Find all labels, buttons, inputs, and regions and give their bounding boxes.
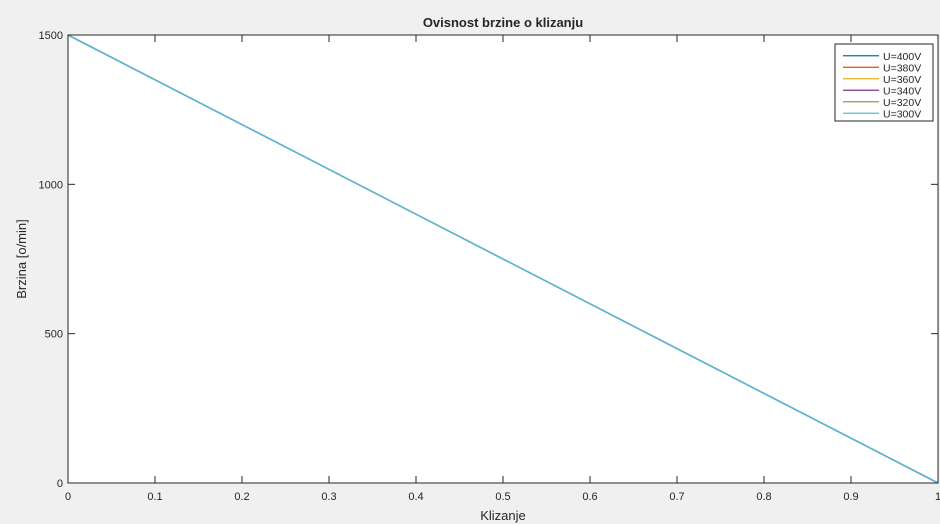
legend-box <box>834 43 934 122</box>
y-tick-label: 500 <box>45 329 63 341</box>
y-tick-label: 1500 <box>39 30 63 42</box>
y-tick-label: 1000 <box>39 179 63 191</box>
series-line-6 <box>67 34 939 484</box>
x-tick-label: 0 <box>65 491 71 503</box>
x-tick-label: 0.5 <box>495 491 510 503</box>
y-tick-label: 0 <box>57 478 63 490</box>
legend-label: U=320V <box>883 97 921 109</box>
x-tick-label: 0.9 <box>843 491 858 503</box>
x-axis-label: Klizanje <box>480 508 526 523</box>
x-tick-label: 0.3 <box>321 491 336 503</box>
legend-label: U=400V <box>883 51 921 63</box>
chart-title: Ovisnost brzine o klizanju <box>423 15 583 30</box>
x-tick-label: 1 <box>935 491 940 503</box>
x-tick-label: 0.1 <box>147 491 162 503</box>
axes-box <box>67 34 939 484</box>
y-axis-label: Brzina [o/min] <box>14 219 29 298</box>
legend-label: U=380V <box>883 62 921 74</box>
series-layer <box>67 34 939 484</box>
ticks-layer: 0 0.1 0.2 0.3 0.4 0.5 0.6 0.7 0.8 0.9 1 0 500 1000 150… <box>39 30 940 503</box>
x-tick-label: 0.2 <box>234 491 249 503</box>
x-tick-label: 0.7 <box>669 491 684 503</box>
x-tick-label: 0.6 <box>582 491 597 503</box>
legend-label: U=360V <box>883 74 921 86</box>
legend-label: U=340V <box>883 85 921 97</box>
x-tick-label: 0.8 <box>756 491 771 503</box>
legend-label: U=300V <box>883 108 921 120</box>
x-tick-label: 0.4 <box>408 491 423 503</box>
